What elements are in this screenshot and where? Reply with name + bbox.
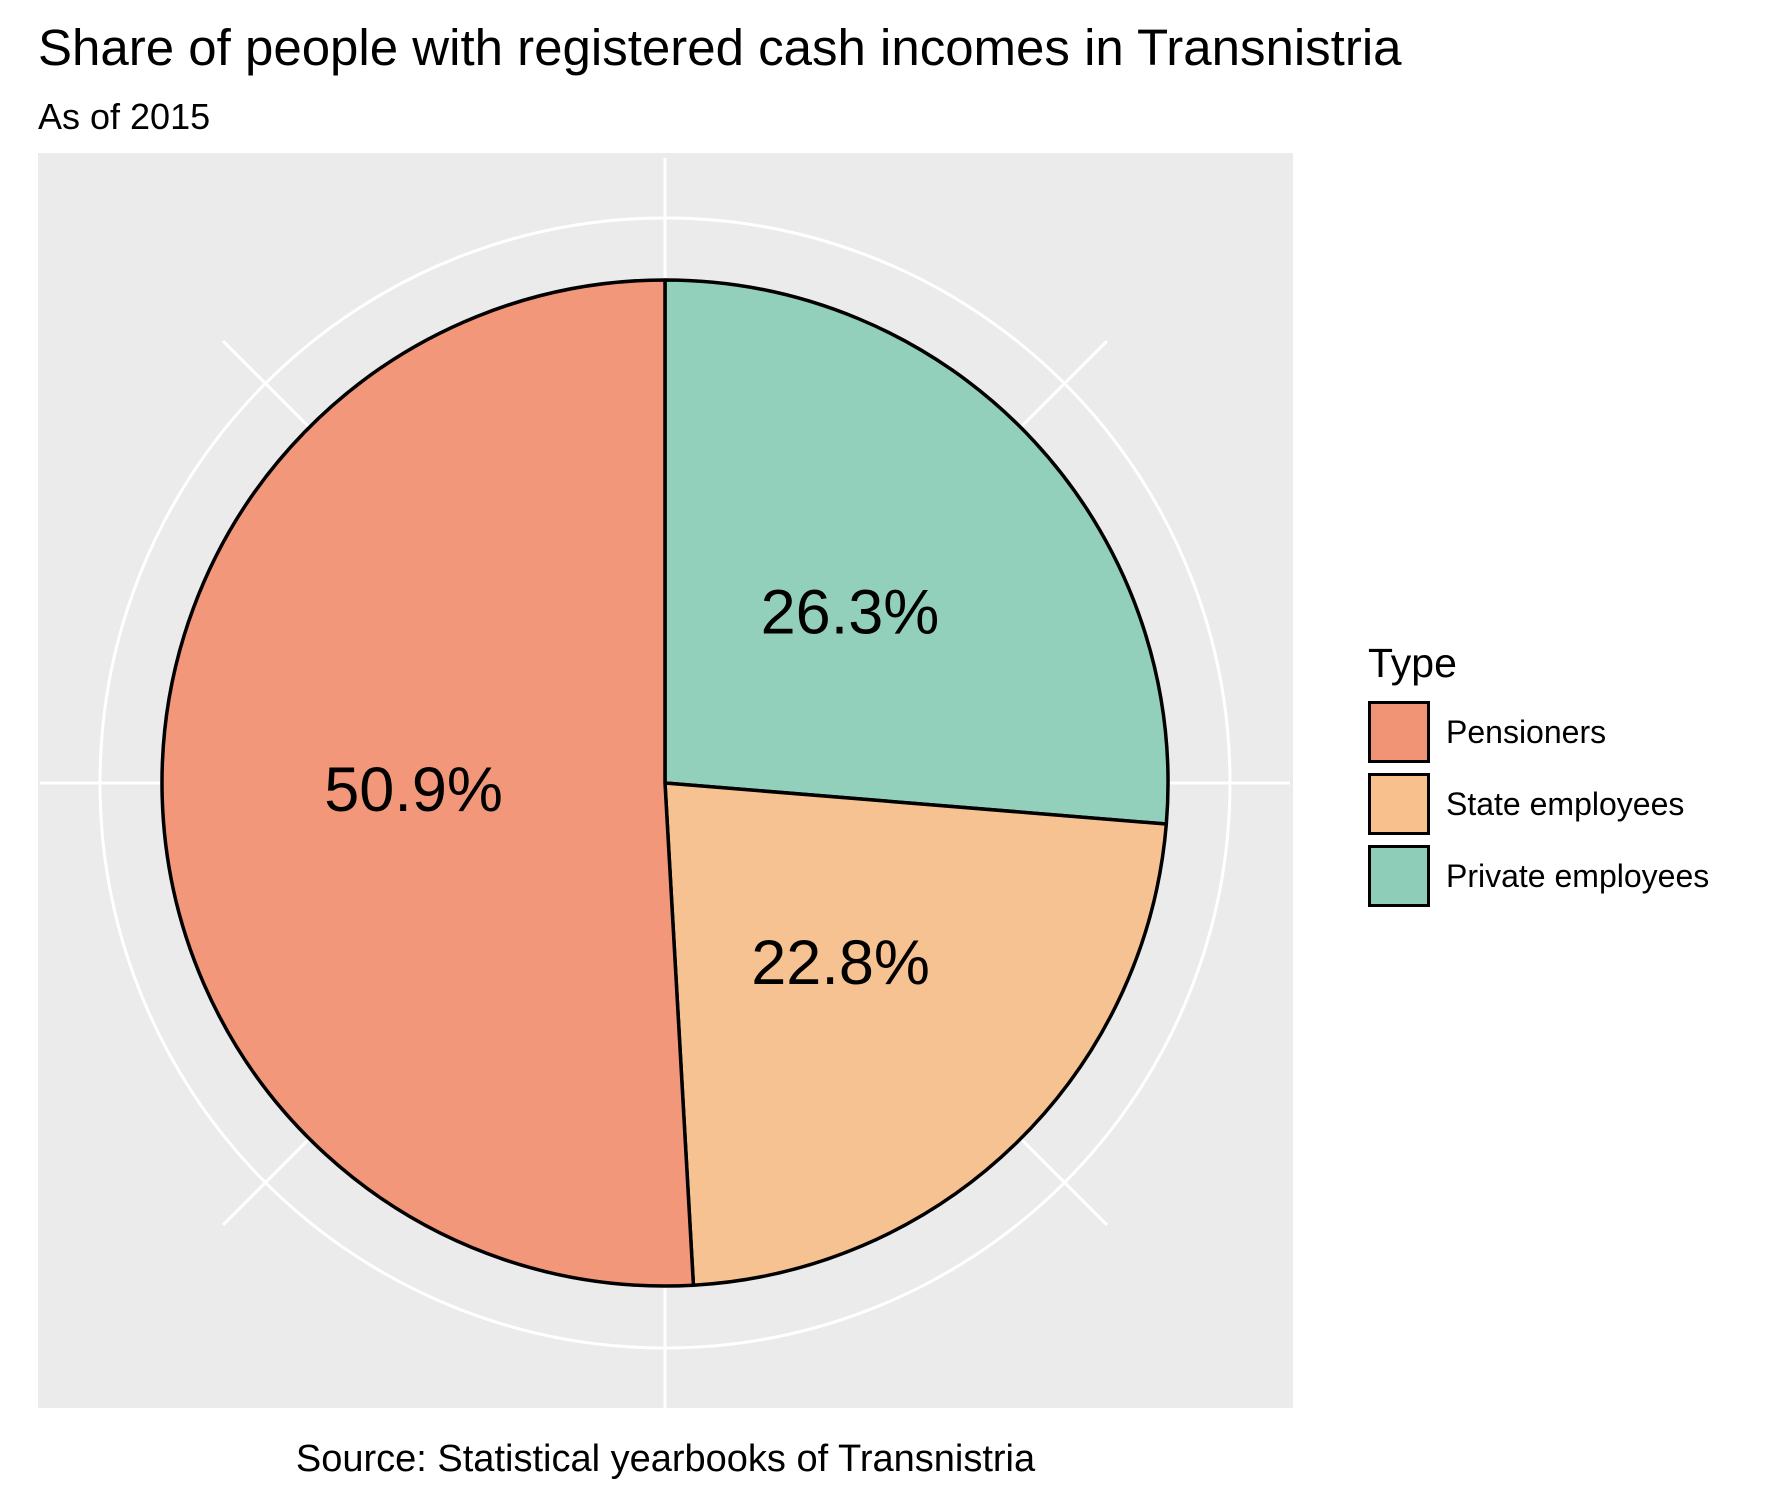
legend-item-state-employees: State employees bbox=[1368, 772, 1684, 836]
legend-key-private-employees bbox=[1368, 845, 1430, 907]
slice-value-label: 22.8% bbox=[751, 928, 930, 998]
slice-value-label: 50.9% bbox=[324, 755, 503, 825]
pie-slice-state-employees bbox=[663, 781, 1169, 1287]
chart-title: Share of people with registered cash inc… bbox=[38, 19, 1402, 76]
legend-label: State employees bbox=[1446, 785, 1685, 822]
legend-item-private-employees: Private employees bbox=[1368, 844, 1709, 908]
legend-key-state-employees bbox=[1368, 773, 1430, 835]
legend-label: Pensioners bbox=[1446, 713, 1607, 750]
pie-slices bbox=[160, 278, 1170, 1288]
chart-caption: Source: Statistical yearbooks of Transni… bbox=[295, 1438, 1036, 1480]
pie-slice-pensioners bbox=[160, 278, 696, 1288]
legend-label: Private employees bbox=[1446, 857, 1710, 894]
chart-subtitle: As of 2015 bbox=[38, 96, 211, 137]
slice-labels: 26.3% 22.8% 50.9% bbox=[324, 578, 939, 998]
legend-title: Type bbox=[1368, 640, 1457, 686]
pie-slice-private-employees bbox=[663, 278, 1170, 826]
slice-value-label: 26.3% bbox=[761, 578, 940, 648]
legend-item-pensioners: Pensioners bbox=[1368, 700, 1606, 764]
legend-key-pensioners bbox=[1368, 701, 1430, 763]
